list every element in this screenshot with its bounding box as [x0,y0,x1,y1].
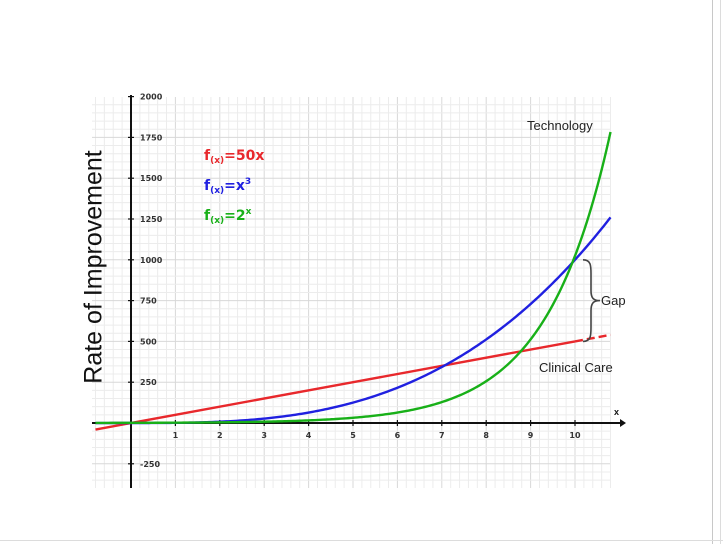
y-tick-label: 1250 [140,215,163,224]
y-tick-label: 1750 [140,133,163,142]
annotation-technology: Technology [527,118,593,133]
y-axis-label: Rate of Improvement [79,150,108,384]
y-tick-label: 1000 [140,256,163,265]
y-tick-label: 250 [140,378,157,387]
frame-border-right-outer [720,0,721,544]
gap-brace [582,259,601,343]
legend-entry: f(x)=2x [204,207,252,226]
x-tick-label: 9 [528,431,534,440]
annotation-clinical-care: Clinical Care [539,360,613,375]
chart-ticks: 1 2 3 4 5 6 7 8 9 10 -250 250 500 750 1000 1250 1500 1750… [128,93,581,469]
y-tick-label: -250 [140,460,160,469]
chart-grid [92,97,612,488]
frame-border-right [712,0,713,544]
series-line-linear-dashed [574,333,611,343]
x-tick-label: 5 [350,431,356,440]
annotation-gap: Gap [601,293,626,308]
x-tick-label: 8 [483,431,489,440]
y-tick-label: 1500 [140,174,163,183]
x-tick-label: 2 [217,431,223,440]
x-tick-label: 7 [439,431,445,440]
y-tick-label: 500 [140,337,157,346]
x-axis-arrow [620,419,626,427]
chart-legend: f(x)=50x f(x)=x3 f(x)=2x [204,148,264,226]
y-tick-label: 2000 [140,93,163,102]
x-tick-label: 10 [569,431,581,440]
x-tick-label: 1 [173,431,179,440]
x-axis-label: x [614,407,619,417]
legend-entry: f(x)=x3 [204,177,251,196]
legend-entry: f(x)=50x [204,148,264,166]
series-line-exponential [95,131,612,425]
frame-border-bottom [0,540,723,541]
y-tick-label: 750 [140,297,157,306]
chart-annotations: Technology Clinical Care Gap [527,118,626,375]
x-tick-label: 6 [395,431,401,440]
series-line-linear [95,340,576,431]
x-tick-label: 3 [261,431,267,440]
x-tick-label: 4 [306,431,312,440]
chart-series [95,131,612,431]
